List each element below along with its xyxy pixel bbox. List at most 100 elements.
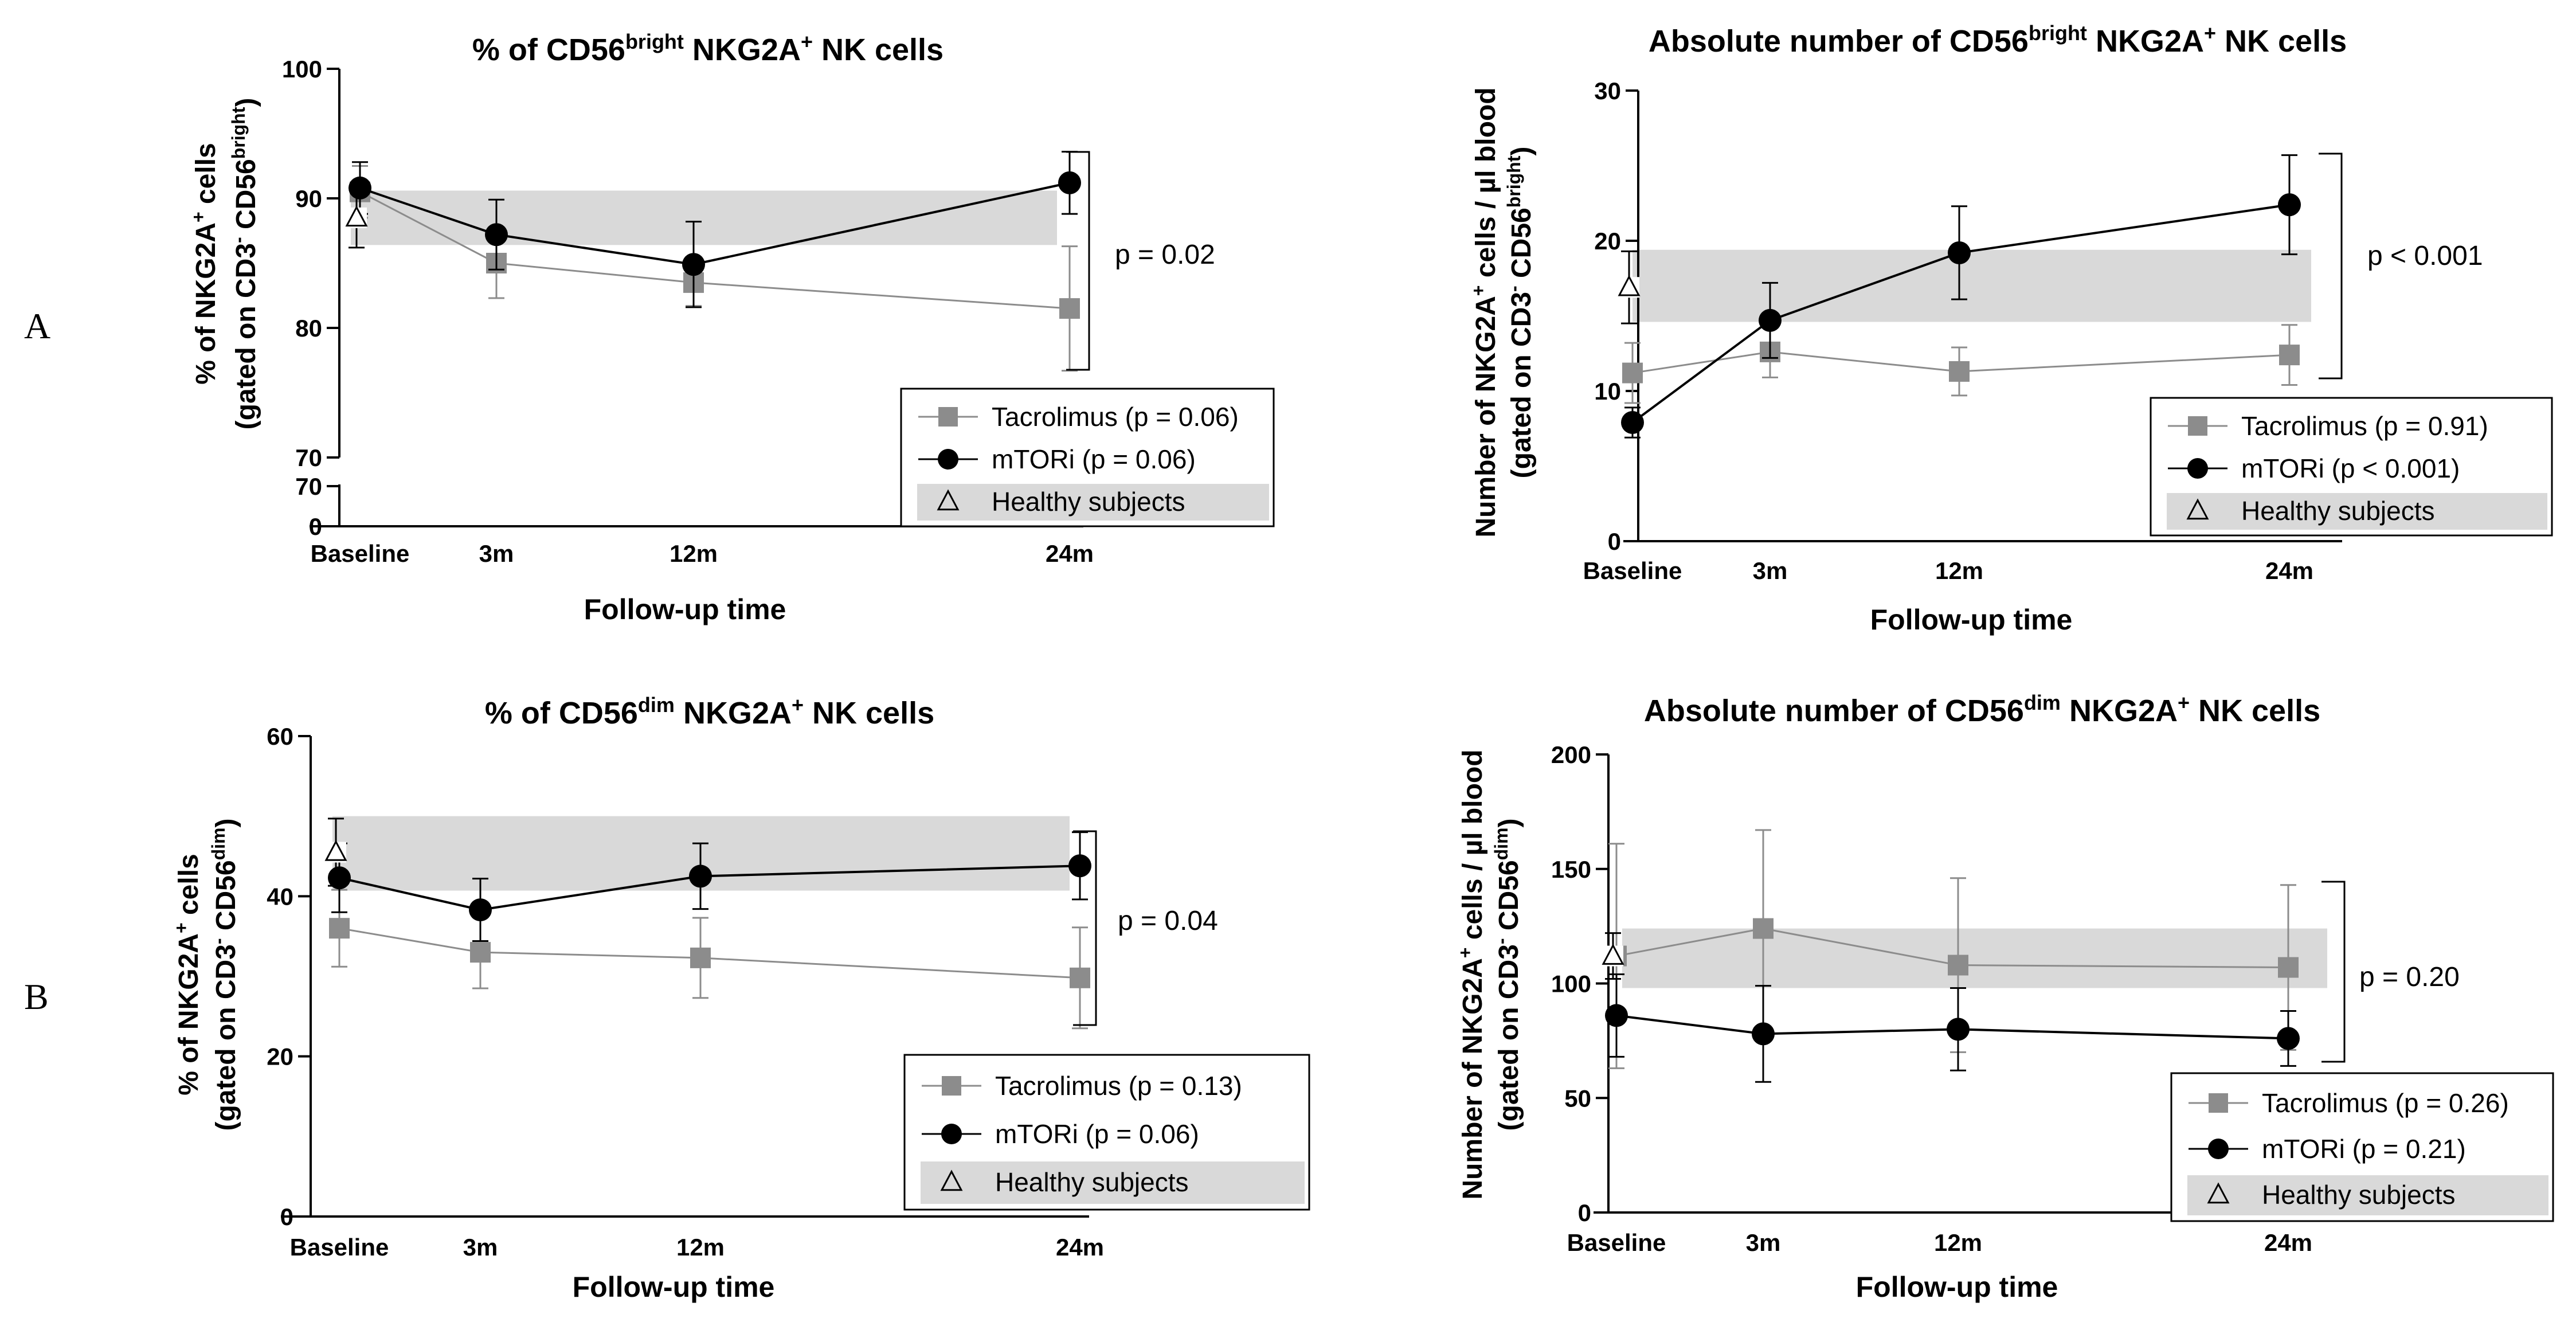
p2-tac-point-2 xyxy=(1949,361,1970,382)
chart-pct-cd56bright: % of CD56bright NKG2A+ NK cells 70 80 90 100… xyxy=(188,30,1275,625)
p4-ytick-label-50: 50 xyxy=(1564,1085,1591,1112)
p3-mtor-point-2 xyxy=(689,865,712,888)
p2-ytick-label-20: 20 xyxy=(1594,228,1621,255)
p1-legend-healthy-highlight xyxy=(917,484,1269,521)
p2-mtor-point-0 xyxy=(1621,411,1644,435)
p3-tac-point-0 xyxy=(329,918,350,939)
p2-ytick-label-0: 0 xyxy=(1608,528,1621,555)
p1-mtor-line xyxy=(359,181,1070,266)
p2-healthy-band xyxy=(1632,249,2311,322)
p1-legend-tac-symbol xyxy=(938,407,958,427)
p4-bracket xyxy=(2321,881,2346,1063)
p3-legend: Tacrolimus (p = 0.13) mTORi (p = 0.06) Hea… xyxy=(903,1054,1310,1211)
p4-y-axis-title-line1: Number of NKG2A+ cells / µl blood xyxy=(1455,749,1488,1199)
p3-ytick-label-40: 40 xyxy=(267,883,293,910)
p4-legend-tac-label: Tacrolimus (p = 0.26) xyxy=(2262,1088,2509,1118)
p3-mtor-point-3 xyxy=(1068,854,1091,878)
p2-legend-mtor-label: mTORi (p < 0.001) xyxy=(2241,453,2460,483)
p1-legend: Tacrolimus (p = 0.06) mTORi (p = 0.06) Hea… xyxy=(900,388,1275,527)
p1-legend-healthy-symbol xyxy=(937,489,960,511)
p2-bracket xyxy=(2319,152,2343,380)
p3-y-axis-title-line1: % of NKG2A+ cells xyxy=(171,854,204,1095)
p1-ytick-label-70: 70 xyxy=(295,444,322,471)
p1-y-axis-title-line1: % of NKG2A+ cells xyxy=(188,143,221,384)
p3-healthy-point xyxy=(324,839,347,861)
p4-healthy-point xyxy=(1602,943,1624,965)
p1-ytick-label-100: 100 xyxy=(282,56,322,83)
p2-legend-mtor-symbol xyxy=(2187,458,2208,479)
p3-ytick-label-60: 60 xyxy=(267,723,293,750)
p1-legend-mtor-symbol xyxy=(938,449,958,470)
p3-tac-point-2 xyxy=(690,947,711,968)
p4-ytick-label-100: 100 xyxy=(1551,971,1591,998)
p1-tac-point-3 xyxy=(1059,298,1080,319)
p1-mtor-point-3 xyxy=(1058,171,1081,194)
p2-mtor-point-1 xyxy=(1759,308,1782,332)
p3-xtick-label-3: 24m xyxy=(1056,1234,1104,1261)
p4-legend-healthy-highlight xyxy=(2187,1175,2548,1215)
p4-mtor-point-0 xyxy=(1605,1004,1628,1027)
p2-xtick-label-2: 12m xyxy=(1935,557,1983,584)
p3-x-axis-title: Follow-up time xyxy=(573,1271,775,1303)
p4-bracket-pvalue: p = 0.20 xyxy=(2359,962,2460,992)
p2-y-axis-title-line1: Number of NKG2A+ cells / µl blood xyxy=(1468,87,1501,537)
p3-tac-point-3 xyxy=(1070,967,1090,988)
p1-healthy-band xyxy=(351,190,1057,245)
panel-label-b: B xyxy=(24,976,49,1017)
p3-tac-line xyxy=(339,927,1080,979)
p1-lower-tick-label-70: 70 xyxy=(295,473,322,500)
p1-mtor-point-2 xyxy=(682,253,705,276)
p1-tac-line xyxy=(359,191,1070,310)
p3-legend-healthy-label: Healthy subjects xyxy=(995,1167,1189,1197)
chart-abs-cd56dim: Absolute number of CD56dim NKG2A+ NK cel… xyxy=(1455,691,2554,1303)
p3-ytick-label-20: 20 xyxy=(267,1043,293,1070)
p1-legend-mtor-label: mTORi (p = 0.06) xyxy=(992,444,1196,474)
p2-mtor-point-3 xyxy=(2278,193,2301,217)
chart-abs-cd56bright: Absolute number of CD56bright NKG2A+ NK … xyxy=(1468,21,2553,636)
p1-ytick-label-80: 80 xyxy=(295,315,322,342)
p4-tac-line xyxy=(1616,928,2289,969)
p3-legend-tac-symbol xyxy=(942,1076,961,1096)
p2-legend: Tacrolimus (p = 0.91) mTORi (p < 0.001) He… xyxy=(2150,397,2553,537)
p4-healthy-band xyxy=(1622,928,2327,988)
p4-title: Absolute number of CD56dim NKG2A+ NK cel… xyxy=(1644,691,2320,729)
p1-healthy-point xyxy=(345,205,368,227)
p4-mtor-line xyxy=(1616,1014,2289,1040)
p1-legend-tac-label: Tacrolimus (p = 0.06) xyxy=(992,402,1239,432)
p3-legend-mtor-symbol xyxy=(941,1124,962,1144)
p4-ytick-label-150: 150 xyxy=(1551,856,1591,883)
p2-healthy-point-bg xyxy=(1619,277,1639,298)
p1-bracket-pvalue: p = 0.02 xyxy=(1115,240,1215,270)
p4-ytick-label-200: 200 xyxy=(1551,741,1591,768)
p3-legend-healthy-symbol xyxy=(940,1169,963,1191)
p4-mtor-point-1 xyxy=(1752,1022,1775,1046)
p2-mtor-point-2 xyxy=(1948,241,1971,264)
p2-mtor-line xyxy=(1631,204,2290,424)
p2-healthy-point xyxy=(1618,275,1641,296)
p1-bracket xyxy=(1066,151,1090,371)
p4-xtick-label-2: 12m xyxy=(1934,1229,1982,1256)
p2-legend-tac-label: Tacrolimus (p = 0.91) xyxy=(2241,411,2488,441)
p3-bracket-pvalue: p = 0.04 xyxy=(1118,906,1218,936)
panel-label-a: A xyxy=(24,306,50,346)
p3-bracket xyxy=(1073,830,1097,1026)
p4-mtor-point-2 xyxy=(1947,1018,1970,1041)
p2-x-axis-title: Follow-up time xyxy=(1870,604,2073,636)
p4-legend-healthy-symbol xyxy=(2207,1182,2230,1204)
p2-y-axis-title-line2: (gated on CD3- CD56bright) xyxy=(1504,147,1537,479)
p3-tac-point-1 xyxy=(470,942,491,963)
p4-mtor-point-3 xyxy=(2277,1027,2300,1050)
p2-legend-healthy-symbol xyxy=(2186,498,2209,520)
p4-x-axis-title: Follow-up time xyxy=(1856,1271,2058,1303)
p2-xtick-label-1: 3m xyxy=(1753,557,1788,584)
p3-y-axis-title-line2: (gated on CD3- CD56dim) xyxy=(208,819,241,1131)
p1-xtick-label-2: 12m xyxy=(670,540,718,567)
p1-ytick-label-90: 90 xyxy=(295,185,322,212)
p3-legend-mtor-label: mTORi (p = 0.06) xyxy=(995,1119,1199,1149)
p4-tac-point-1 xyxy=(1753,918,1774,939)
p3-xtick-label-0: Baseline xyxy=(290,1234,389,1261)
p4-ytick-label-0: 0 xyxy=(1578,1199,1591,1226)
p4-y-axis-title-line2: (gated on CD3- CD56dim) xyxy=(1491,819,1524,1131)
p3-xtick-label-2: 12m xyxy=(676,1234,725,1261)
